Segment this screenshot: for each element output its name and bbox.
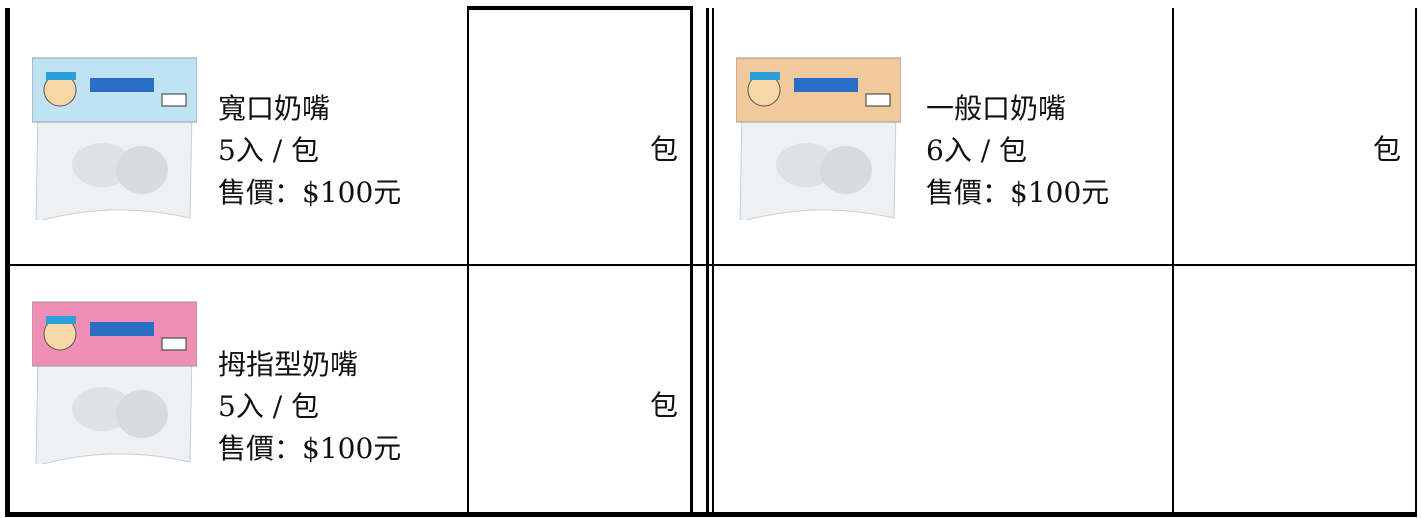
border <box>1172 8 1174 514</box>
product-name: 拇指型奶嘴 <box>218 348 359 381</box>
quantity-cell: 包 <box>469 10 690 264</box>
border <box>712 8 714 514</box>
product-image <box>32 57 197 220</box>
border <box>5 8 10 517</box>
product-quantity: 5入 / 包 <box>218 134 320 167</box>
product-description: 寬口奶嘴 5入 / 包售價：$100元 <box>218 88 401 214</box>
product-image <box>32 301 197 464</box>
product-description: 拇指型奶嘴 5入 / 包售價：$100元 <box>218 344 401 470</box>
border <box>706 8 709 514</box>
product-cell: 寬口奶嘴 5入 / 包售價：$100元 <box>10 10 467 264</box>
unit-label: 包 <box>649 133 678 166</box>
product-cell: 拇指型奶嘴 5入 / 包售價：$100元 <box>10 266 467 512</box>
product-price: 售價：$100元 <box>218 176 402 209</box>
product-name: 寬口奶嘴 <box>218 92 331 125</box>
product-image <box>736 57 901 220</box>
border <box>467 6 693 10</box>
border <box>690 6 693 514</box>
border <box>5 512 1417 517</box>
unit-label: 包 <box>1372 133 1401 166</box>
quantity-cell: 包 <box>469 266 690 512</box>
product-price: 售價：$100元 <box>218 432 402 465</box>
product-cell: 一般口奶嘴 6入 / 包售價：$100元 <box>714 10 1172 264</box>
border <box>467 8 469 514</box>
product-quantity: 6入 / 包 <box>926 134 1028 167</box>
product-description: 一般口奶嘴 6入 / 包售價：$100元 <box>926 88 1109 214</box>
product-name: 一般口奶嘴 <box>926 92 1067 125</box>
unit-label: 包 <box>649 389 678 422</box>
product-quantity: 5入 / 包 <box>218 390 320 423</box>
product-price: 售價：$100元 <box>926 176 1110 209</box>
border <box>1415 8 1417 517</box>
quantity-cell: 包 <box>1174 10 1415 264</box>
